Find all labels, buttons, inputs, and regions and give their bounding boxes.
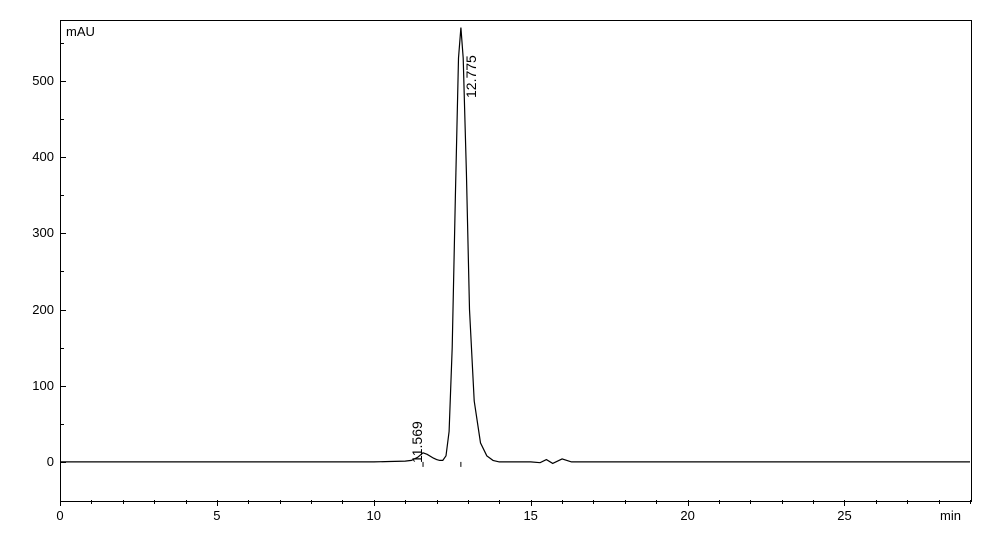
chromatogram-trace [0,0,1000,550]
x-minor-tick [782,500,783,504]
y-tick-mark [60,462,66,463]
x-minor-tick [154,500,155,504]
y-minor-tick [60,271,64,272]
y-minor-tick [60,424,64,425]
x-minor-tick [970,500,971,504]
y-tick-label: 300 [20,225,54,240]
x-minor-tick [625,500,626,504]
y-tick-label: 500 [20,73,54,88]
x-minor-tick [186,500,187,504]
x-tick-mark [531,500,532,506]
x-tick-mark [844,500,845,506]
peak-label: 11.569 [409,421,425,463]
x-minor-tick [91,500,92,504]
x-minor-tick [468,500,469,504]
x-minor-tick [750,500,751,504]
x-axis-label: min [940,508,961,523]
y-tick-mark [60,310,66,311]
x-tick-mark [217,500,218,506]
x-tick-label: 5 [202,508,232,523]
x-minor-tick [656,500,657,504]
x-tick-mark [374,500,375,506]
chromatogram-chart: mAU min 0 100 200 300 400 500 0 5 10 15 20 25 11.569… [0,0,1000,550]
x-minor-tick [719,500,720,504]
x-minor-tick [593,500,594,504]
x-minor-tick [939,500,940,504]
x-tick-mark [688,500,689,506]
x-tick-label: 0 [45,508,75,523]
peak-label: 12.775 [463,55,479,98]
x-minor-tick [907,500,908,504]
x-tick-label: 25 [829,508,859,523]
y-tick-label: 100 [20,378,54,393]
y-tick-mark [60,157,66,158]
y-tick-mark [60,81,66,82]
x-minor-tick [248,500,249,504]
x-minor-tick [405,500,406,504]
x-minor-tick [813,500,814,504]
y-tick-label: 400 [20,149,54,164]
x-tick-label: 15 [516,508,546,523]
x-minor-tick [437,500,438,504]
y-minor-tick [60,348,64,349]
x-minor-tick [876,500,877,504]
x-tick-mark [60,500,61,506]
y-tick-mark [60,233,66,234]
x-minor-tick [562,500,563,504]
y-tick-label: 200 [20,302,54,317]
x-tick-label: 10 [359,508,389,523]
y-tick-label: 0 [20,454,54,469]
x-minor-tick [280,500,281,504]
x-minor-tick [342,500,343,504]
y-tick-mark [60,386,66,387]
x-tick-label: 20 [673,508,703,523]
y-minor-tick [60,195,64,196]
x-minor-tick [311,500,312,504]
y-minor-tick [60,43,64,44]
y-minor-tick [60,119,64,120]
y-axis-label: mAU [66,24,95,39]
x-minor-tick [123,500,124,504]
x-minor-tick [499,500,500,504]
